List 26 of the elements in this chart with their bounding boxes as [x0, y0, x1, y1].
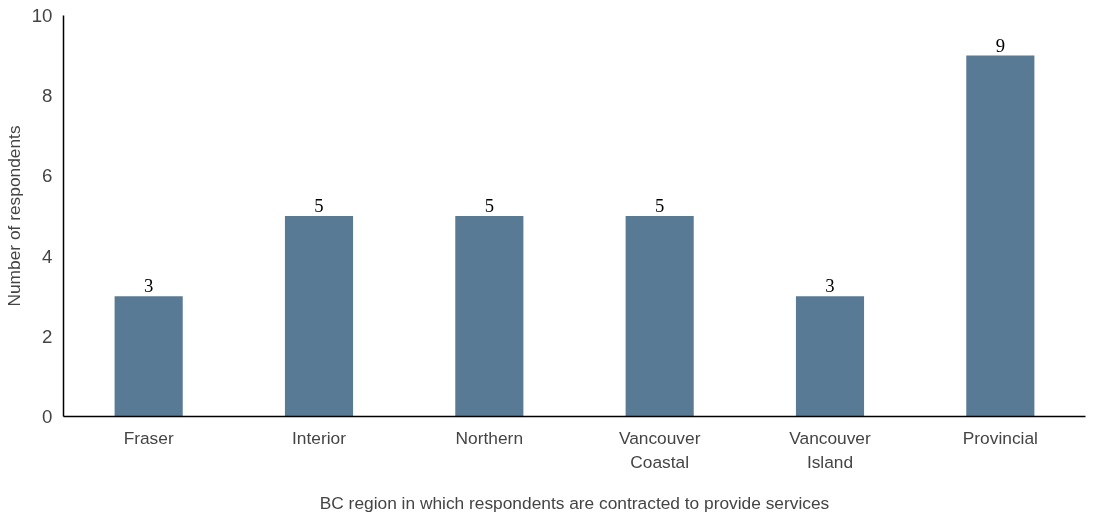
y-tick-label: 4: [42, 245, 53, 267]
y-tick-label: 0: [42, 406, 53, 427]
x-tick-label: Vancouver Island: [789, 427, 872, 472]
data-label: 5: [655, 195, 665, 216]
x-tick-label: Provincial: [962, 427, 1038, 448]
x-tick-label: Interior: [292, 427, 347, 448]
data-label: 3: [825, 275, 835, 297]
bar: [284, 216, 354, 417]
data-label: 5: [314, 195, 324, 216]
x-tick-label: Vancouver Coastal: [618, 427, 701, 472]
bar: [455, 216, 524, 417]
bar: [966, 55, 1035, 417]
x-tick-label: Fraser: [123, 427, 174, 448]
bar: [114, 296, 183, 417]
data-label: 3: [144, 275, 154, 297]
bar: [625, 216, 694, 417]
x-tick-label: Northern: [455, 427, 524, 448]
y-axis-title: Number of respondents: [3, 125, 24, 307]
y-tick-label: 8: [42, 85, 53, 107]
x-axis-title: BC region in which respondents are contracted to provide services: [319, 492, 830, 513]
y-tick-label: 2: [42, 325, 53, 347]
data-label: 5: [484, 195, 494, 216]
y-tick-label: 6: [42, 165, 53, 187]
data-label: 9: [995, 34, 1005, 56]
bar: [795, 296, 865, 417]
y-tick-label: 10: [31, 5, 53, 26]
